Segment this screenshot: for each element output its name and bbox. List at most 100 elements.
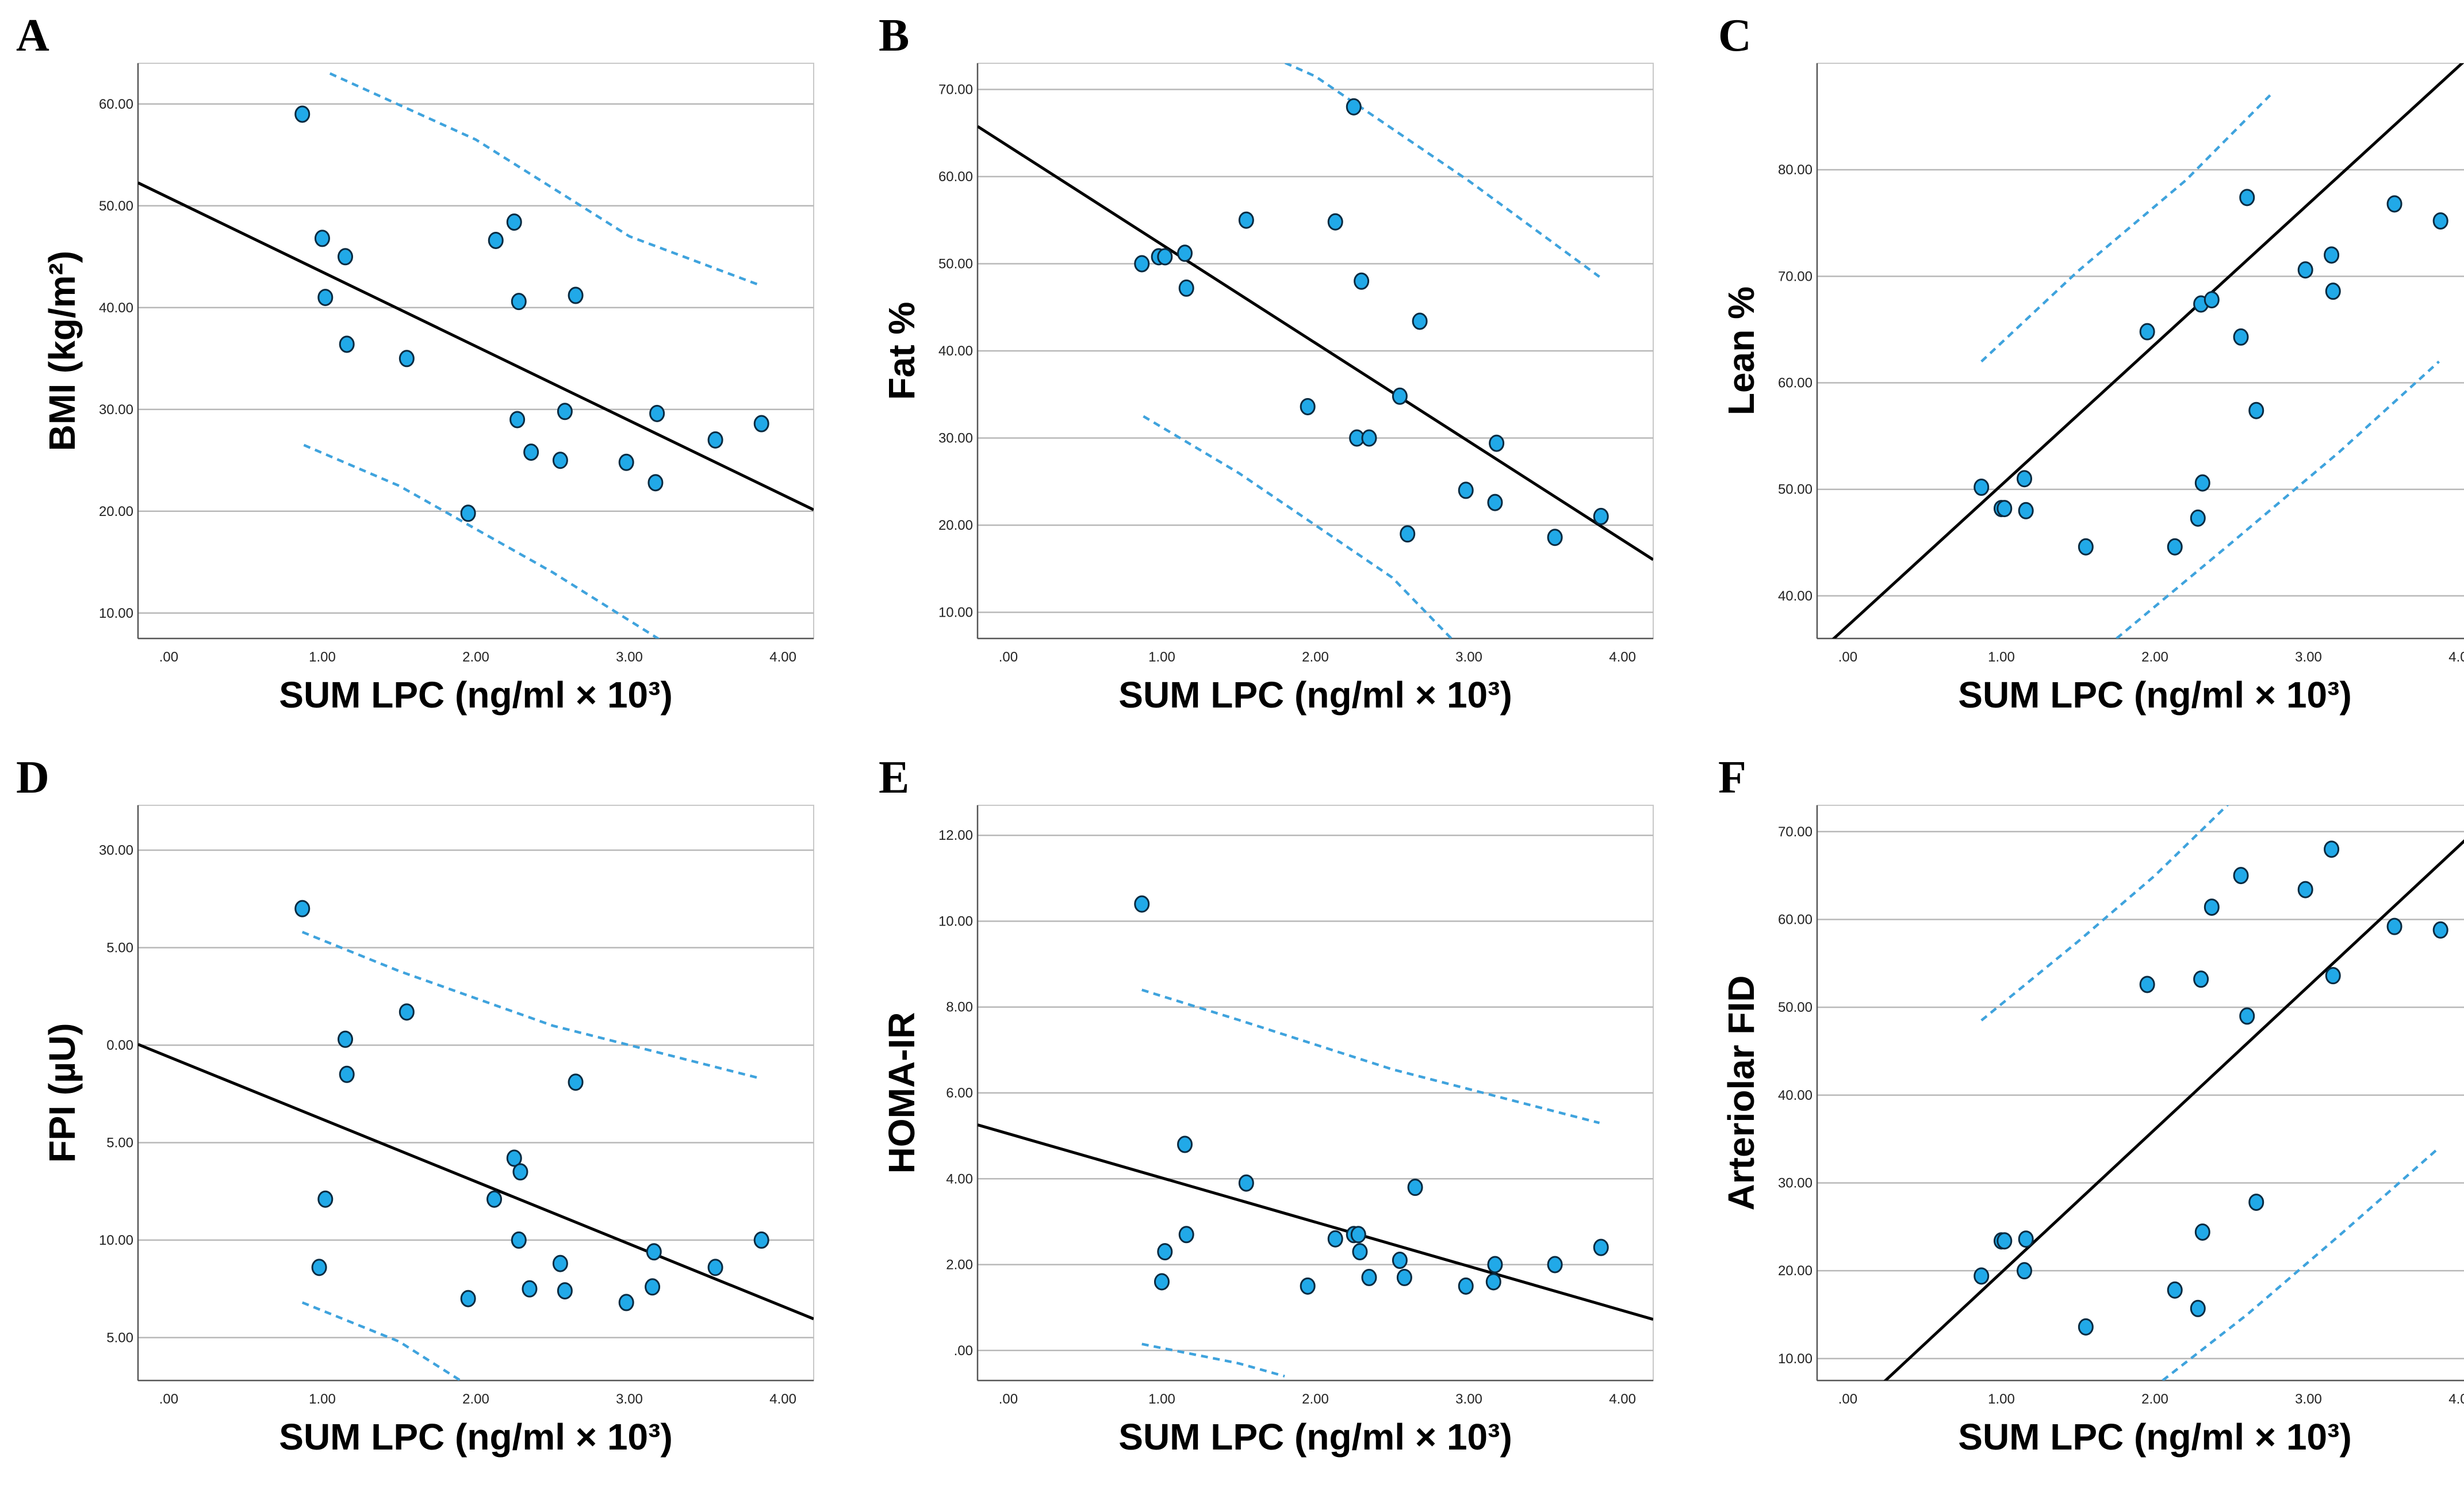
data-point <box>2017 470 2033 488</box>
data-point <box>314 230 330 247</box>
data-point <box>338 1030 354 1048</box>
data-point <box>1361 429 1377 447</box>
panel-e: .00 2.00 4.00 6.00 8.00 10.00 12.00 .00 1.00 2.00… <box>879 752 1654 1458</box>
data-point <box>506 1149 522 1167</box>
ci-upper-line <box>1282 63 1600 278</box>
y-tick-label: 40.00 <box>1778 1088 1812 1103</box>
panel-letter: F <box>1718 752 1746 803</box>
x-tick-label: 2.00 <box>462 1391 489 1407</box>
x-tick-label: 2.00 <box>462 649 489 665</box>
x-axis-title: SUM LPC (ng/ml × 10³) <box>279 674 673 716</box>
data-point <box>2194 1223 2210 1241</box>
data-point <box>2239 1007 2255 1025</box>
y-axis-title: BMI (kg/m²) <box>41 251 83 451</box>
x-tick-label: 4.00 <box>769 1391 796 1407</box>
ci-lower-line <box>2116 360 2440 638</box>
data-point <box>2233 328 2249 346</box>
data-point <box>552 452 568 469</box>
data-point <box>1354 272 1370 290</box>
data-point <box>311 1259 327 1276</box>
data-point <box>1327 213 1343 231</box>
data-point <box>294 900 311 917</box>
data-point <box>1593 507 1609 525</box>
data-point <box>2018 502 2034 519</box>
data-point <box>645 1278 661 1296</box>
data-point <box>2324 246 2340 264</box>
data-point <box>707 431 723 449</box>
x-tick-label: 3.00 <box>616 1391 643 1407</box>
y-tick-label: 30.00 <box>99 402 133 418</box>
data-point <box>2078 1318 2094 1336</box>
x-tick-label: 1.00 <box>1148 1391 1175 1407</box>
data-point <box>506 213 522 231</box>
ci-upper-line <box>1980 805 2229 1022</box>
y-tick-label: 70.00 <box>1778 824 1812 840</box>
data-point <box>618 1294 634 1311</box>
ci-lower-line <box>2162 1146 2440 1381</box>
ci-upper-line <box>301 931 761 1080</box>
data-point <box>509 411 526 429</box>
data-point <box>568 286 584 304</box>
data-point <box>398 350 415 368</box>
x-tick-label: .00 <box>159 1391 178 1407</box>
data-point <box>2204 898 2220 916</box>
data-point <box>1396 1268 1412 1286</box>
data-point <box>2432 212 2448 230</box>
y-axis-title: Fat % <box>881 302 922 400</box>
data-point <box>1178 1226 1194 1244</box>
x-tick-label: 1.00 <box>1988 649 2015 665</box>
data-point <box>753 1231 769 1249</box>
y-tick-label: 10.00 <box>1778 1351 1812 1367</box>
ci-upper-line <box>1141 988 1600 1125</box>
y-axis-title: Lean % <box>1720 286 1762 415</box>
data-point <box>2139 323 2155 341</box>
x-tick-label: .00 <box>1838 649 1857 665</box>
ci-upper-line <box>1980 94 2271 363</box>
data-point <box>1489 434 1505 452</box>
x-axis-title: SUM LPC (ng/ml × 10³) <box>1958 1416 2352 1458</box>
data-point <box>1346 98 1362 116</box>
regression-line <box>978 1123 1653 1321</box>
y-tick-label: 80.00 <box>1778 162 1812 178</box>
data-point <box>1300 1277 1316 1295</box>
data-point <box>646 1243 662 1261</box>
panel-d: 5.00 10.00 5.00 0.00 5.00 30.00 .00 1.00 2.00 3.0… <box>16 752 814 1458</box>
data-point <box>1487 1256 1503 1274</box>
data-point <box>460 1290 476 1307</box>
data-point <box>2233 867 2249 885</box>
ci-lower-line <box>301 1301 462 1381</box>
data-point <box>1997 1232 2013 1250</box>
y-tick-label: 30.00 <box>938 431 973 446</box>
data-point <box>2018 1230 2034 1248</box>
y-tick-label: 50.00 <box>99 198 133 214</box>
data-point <box>294 105 311 123</box>
regression-line <box>1883 839 2464 1381</box>
data-point <box>2324 840 2340 858</box>
x-tick-label: 3.00 <box>616 649 643 665</box>
y-tick-label: 10.00 <box>99 1233 133 1248</box>
data-point <box>486 1190 503 1208</box>
data-point <box>339 335 355 353</box>
x-tick-label: 3.00 <box>2295 649 2322 665</box>
x-tick-label: 4.00 <box>2448 649 2464 665</box>
y-tick-label: 20.00 <box>1778 1263 1812 1279</box>
data-point <box>1177 1135 1193 1153</box>
data-point <box>647 474 664 492</box>
panel-letter: A <box>16 10 49 61</box>
panel-a: 10.00 20.00 30.00 40.00 50.00 60.00 .00 1.00 2.0… <box>16 10 814 716</box>
y-tick-label: 20.00 <box>938 518 973 533</box>
x-tick-label: 2.00 <box>2141 1391 2168 1407</box>
y-tick-label: 40.00 <box>99 300 133 316</box>
x-tick-label: 2.00 <box>1302 1391 1329 1407</box>
data-point <box>460 504 476 522</box>
y-tick-label: 60.00 <box>99 97 133 112</box>
data-point <box>2248 1194 2264 1211</box>
data-point <box>511 293 527 311</box>
data-point <box>1974 479 1990 496</box>
data-point <box>2190 509 2206 527</box>
y-tick-label: 5.00 <box>106 940 133 955</box>
data-point <box>1400 525 1416 543</box>
y-tick-label: 20.00 <box>99 504 133 519</box>
data-point <box>1487 494 1503 511</box>
